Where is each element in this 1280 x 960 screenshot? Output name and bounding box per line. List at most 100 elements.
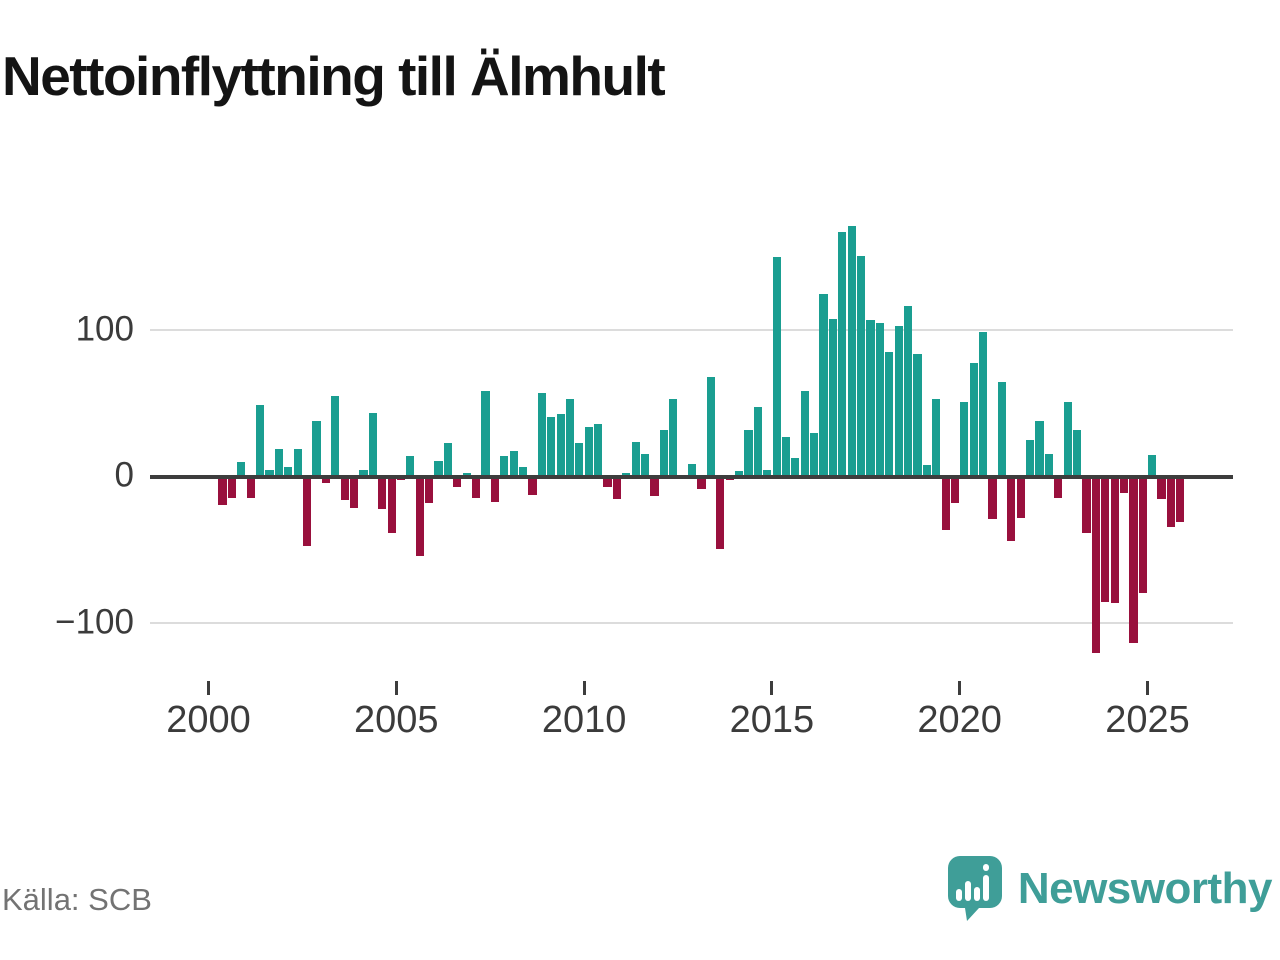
bar-2016Q2 — [819, 293, 828, 477]
bar-2003Q1 — [321, 477, 330, 483]
bar-2002Q2 — [293, 449, 302, 477]
bar-2016Q3 — [828, 318, 838, 477]
bar-2014Q3 — [753, 406, 762, 477]
bar-2019Q2 — [932, 399, 941, 477]
bar-2013Q2 — [706, 377, 715, 477]
chart-title: Nettoinflyttning till Älmhult — [2, 45, 666, 107]
x-tick-mark-2015 — [770, 681, 774, 695]
x-tick-label-2015: 2015 — [729, 699, 815, 741]
x-tick-label-2005: 2005 — [354, 699, 439, 741]
bar-2003Q2 — [331, 396, 340, 477]
bar-2022Q1 — [1035, 421, 1044, 477]
bar-2010Q3 — [603, 477, 612, 488]
bar-2013Q3 — [716, 477, 725, 549]
bar-2004Q4 — [387, 477, 396, 533]
x-tick-mark-2020 — [958, 681, 962, 695]
zero-axis-line — [150, 475, 1233, 479]
bar-2024Q2 — [1119, 477, 1129, 494]
bar-2015Q4 — [800, 390, 809, 477]
bar-2010Q1 — [584, 427, 593, 477]
x-tick-label-2020: 2020 — [917, 699, 1002, 741]
bar-2013Q1 — [697, 477, 706, 489]
bar-2014Q1 — [734, 471, 744, 477]
x-tick-label-2010: 2010 — [541, 699, 627, 741]
bar-2025Q3 — [1166, 477, 1176, 527]
bar-2019Q3 — [941, 477, 950, 530]
bar-2007Q4 — [500, 456, 509, 477]
bar-2009Q1 — [547, 416, 556, 477]
bar-2016Q1 — [810, 433, 819, 477]
bar-2006Q1 — [434, 460, 443, 477]
bar-2008Q1 — [509, 450, 518, 477]
bar-2012Q1 — [659, 430, 668, 477]
bar-2017Q1 — [847, 226, 856, 477]
bar-2020Q2 — [969, 362, 978, 477]
y-tick-label-100: 100 — [75, 308, 134, 348]
bar-2019Q1 — [922, 465, 931, 477]
bar-2009Q2 — [556, 414, 565, 477]
bar-2023Q4 — [1101, 477, 1110, 602]
bar-2020Q4 — [988, 477, 997, 520]
bar-2010Q4 — [612, 477, 622, 499]
bar-2024Q3 — [1129, 477, 1138, 643]
bar-2011Q1 — [622, 472, 631, 477]
bar-2014Q2 — [744, 430, 753, 477]
bar-2002Q3 — [303, 477, 312, 546]
bar-2025Q1 — [1148, 455, 1157, 477]
bar-2008Q4 — [537, 393, 546, 477]
bar-2021Q4 — [1026, 440, 1035, 477]
bar-2005Q2 — [406, 456, 415, 477]
bar-2017Q3 — [866, 320, 875, 477]
bar-2004Q1 — [359, 469, 368, 477]
newsworthy-icon — [947, 856, 1002, 921]
x-tick-mark-2025 — [1146, 681, 1149, 695]
bar-2016Q4 — [838, 232, 847, 477]
bar-2015Q1 — [772, 257, 781, 477]
bar-2024Q1 — [1110, 477, 1119, 603]
bar-2000Q3 — [227, 477, 237, 498]
x-tick-mark-2005 — [394, 681, 398, 695]
bar-2002Q1 — [284, 466, 293, 477]
bar-2007Q3 — [490, 477, 499, 502]
bar-2009Q3 — [565, 399, 575, 477]
bar-2005Q4 — [425, 477, 434, 504]
bar-2002Q4 — [312, 421, 321, 477]
bar-2004Q3 — [378, 477, 387, 510]
bar-2012Q2 — [669, 399, 678, 477]
bar-2022Q2 — [1044, 453, 1053, 477]
bar-2022Q3 — [1054, 477, 1063, 498]
bar-2011Q4 — [650, 477, 659, 497]
bar-2001Q2 — [256, 405, 265, 477]
bar-2025Q2 — [1157, 477, 1166, 499]
bar-2021Q3 — [1016, 477, 1025, 519]
bar-2010Q2 — [594, 424, 603, 477]
bar-2018Q2 — [894, 326, 903, 477]
bar-2006Q4 — [462, 472, 471, 477]
bar-2006Q2 — [443, 443, 453, 477]
bar-2021Q1 — [997, 381, 1007, 477]
bar-2024Q4 — [1138, 477, 1147, 593]
bar-2014Q4 — [763, 469, 772, 477]
bar-2023Q3 — [1091, 477, 1100, 653]
bar-2023Q2 — [1082, 477, 1091, 533]
bar-2025Q4 — [1176, 477, 1185, 523]
bar-2015Q3 — [791, 457, 800, 477]
bar-2012Q4 — [687, 463, 697, 477]
bar-2020Q1 — [960, 402, 969, 477]
y-tick-label--100: −100 — [55, 601, 134, 641]
bar-2018Q4 — [913, 353, 922, 477]
y-tick-label-0: 0 — [114, 455, 134, 495]
bar-2007Q2 — [481, 390, 490, 477]
newsworthy-wordmark: Newsworthy — [1017, 864, 1273, 913]
bar-2000Q2 — [218, 477, 227, 505]
bar-2001Q1 — [246, 477, 255, 498]
bar-2020Q3 — [979, 331, 988, 477]
bar-2004Q2 — [368, 412, 377, 477]
source-note: Källa: SCB — [2, 882, 152, 917]
x-tick-mark-2010 — [582, 681, 586, 695]
bar-2017Q2 — [857, 255, 866, 477]
bar-2003Q4 — [349, 477, 359, 508]
gridline-plus-100 — [150, 329, 1233, 331]
